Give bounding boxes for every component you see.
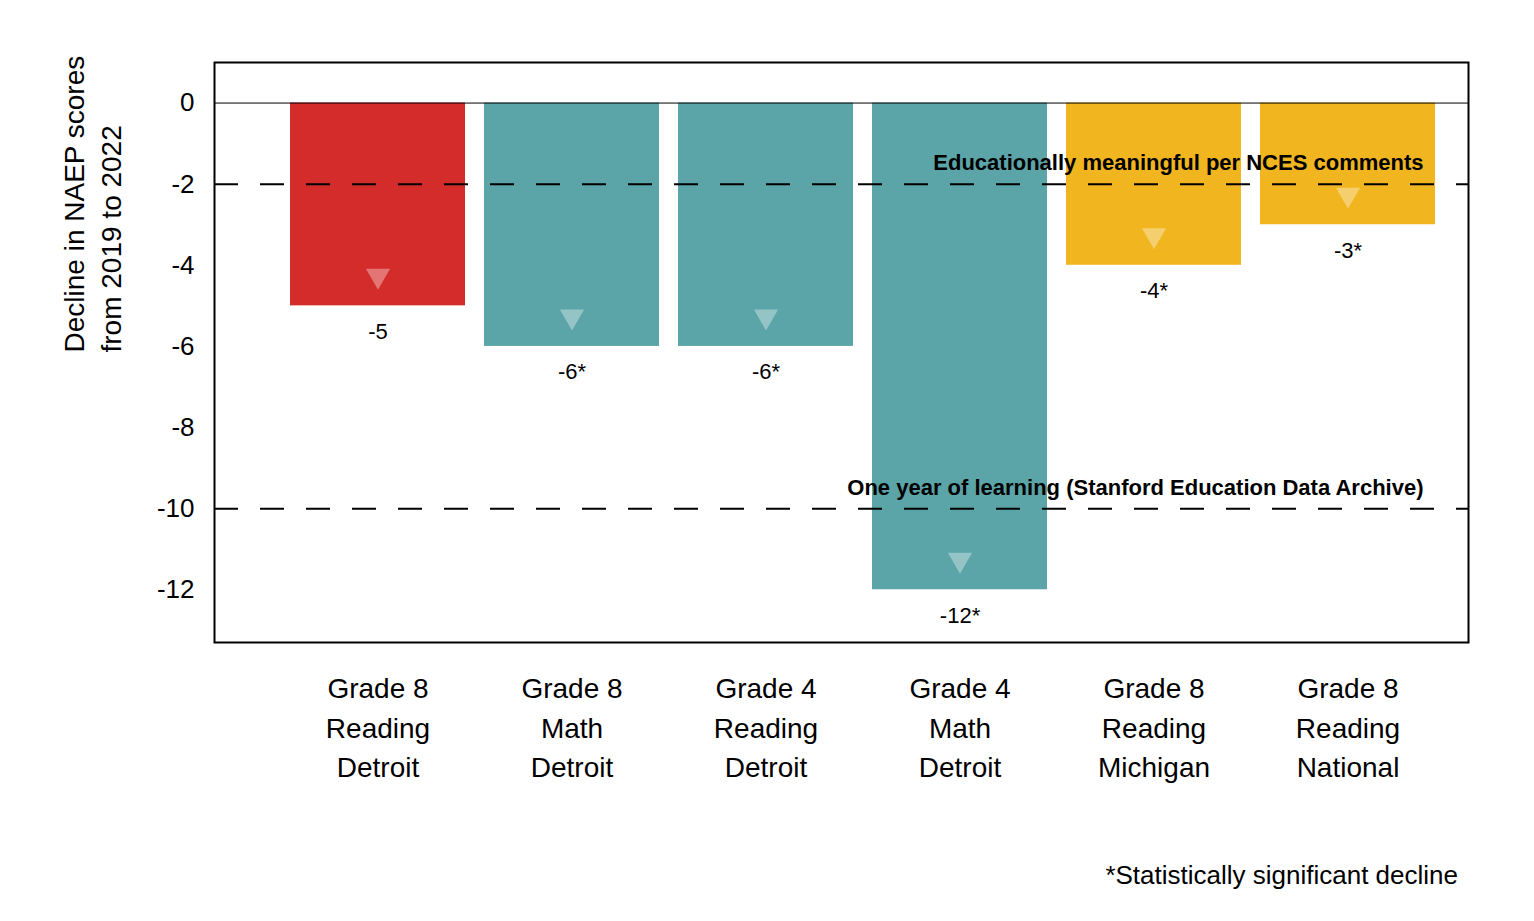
svg-text:-6*: -6*	[558, 359, 587, 384]
svg-text:Grade 8ReadingNational: Grade 8ReadingNational	[1296, 673, 1400, 782]
svg-text:-6: -6	[171, 331, 194, 361]
svg-text:-2: -2	[171, 168, 194, 198]
svg-text:-4*: -4*	[1140, 278, 1169, 303]
svg-text:Decline in NAEP scoresfrom 201: Decline in NAEP scoresfrom 2019 to 2022	[59, 56, 128, 353]
html-text:*Statistically significant dec: *Statistically significant decline	[1105, 860, 1458, 890]
svg-text:-12: -12	[157, 574, 195, 604]
svg-text:-12*: -12*	[940, 603, 981, 628]
svg-text:-6*: -6*	[752, 359, 781, 384]
svg-text:-8: -8	[171, 412, 194, 442]
svg-text:Grade 4MathDetroit: Grade 4MathDetroit	[909, 673, 1010, 782]
svg-text:Educationally meaningful per N: Educationally meaningful per NCES commen…	[933, 150, 1423, 175]
svg-text:Grade 8ReadingDetroit: Grade 8ReadingDetroit	[326, 673, 430, 782]
svg-text:Grade 8ReadingMichigan: Grade 8ReadingMichigan	[1098, 673, 1210, 782]
svg-text:0: 0	[180, 87, 194, 117]
svg-text:Grade 4ReadingDetroit: Grade 4ReadingDetroit	[714, 673, 818, 782]
svg-text:-3*: -3*	[1334, 238, 1363, 263]
svg-text:One year of learning (Stanford: One year of learning (Stanford Education…	[847, 475, 1423, 500]
svg-text:Grade 8MathDetroit: Grade 8MathDetroit	[521, 673, 622, 782]
svg-text:-4: -4	[171, 250, 194, 280]
svg-text:-10: -10	[157, 493, 195, 523]
svg-text:-5: -5	[368, 319, 388, 344]
